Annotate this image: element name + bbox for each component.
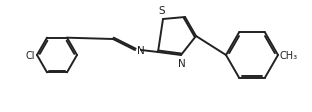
Text: S: S — [159, 6, 165, 16]
Text: CH₃: CH₃ — [280, 51, 298, 60]
Text: N: N — [178, 58, 186, 68]
Text: N: N — [137, 46, 145, 56]
Text: Cl: Cl — [26, 51, 35, 60]
